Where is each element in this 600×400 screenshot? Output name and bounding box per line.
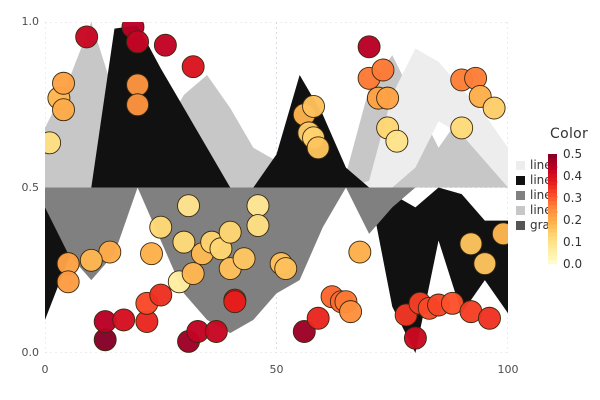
x-tick-label: 50 — [269, 363, 284, 376]
scatter-point — [45, 131, 62, 155]
colorbar-band — [548, 154, 557, 159]
scatter-point — [491, 222, 508, 246]
plot-area — [45, 22, 508, 353]
colorbar-band — [548, 240, 557, 245]
scatter-point — [52, 98, 75, 122]
colorbar-band — [548, 248, 557, 253]
scatter-point — [357, 35, 381, 59]
scatter-point — [223, 290, 247, 314]
colorbar-band — [548, 173, 557, 179]
legend-swatch-icon — [516, 191, 525, 200]
scatter-point — [459, 232, 483, 256]
scatter-point — [385, 129, 409, 153]
legend-swatch-icon — [516, 206, 525, 215]
colorbar-band — [548, 205, 557, 210]
y-tick-label: 0.5 — [21, 180, 40, 194]
scatter-point — [172, 230, 196, 254]
colorbar-tick-label: 0.4 — [563, 169, 583, 183]
area-band-lines-verylight — [45, 48, 508, 188]
scatter-point — [140, 242, 163, 266]
colorbar-band — [548, 236, 557, 242]
colorbar-band — [548, 193, 557, 198]
scatter-point — [177, 194, 200, 218]
scatter-point — [112, 308, 136, 332]
scatter-point — [52, 71, 75, 95]
colorbar-band — [548, 181, 557, 187]
colorbar-band — [548, 228, 557, 234]
x-tick-label: 100 — [497, 363, 519, 376]
colorbar-band — [548, 216, 557, 222]
colorbar-band — [548, 201, 557, 206]
scatter-point — [181, 55, 205, 79]
colorbar-band — [548, 260, 557, 264]
colorbar-band — [548, 169, 557, 175]
area-band-lines-black — [45, 25, 508, 188]
legend-title: Color — [550, 126, 589, 142]
colorbar-band — [548, 197, 557, 202]
colorbar-band — [548, 224, 557, 230]
scatter-point — [149, 215, 173, 239]
scatter-point — [218, 220, 242, 244]
colorbar: 0.5 0.4 0.3 0.2 0.1 0.0 — [548, 147, 600, 274]
colorbar-band — [548, 252, 557, 257]
scatter-point — [306, 306, 330, 330]
scatter-point — [126, 30, 150, 54]
colorbar-band — [548, 212, 557, 218]
scatter-point — [482, 96, 506, 120]
colorbar-band — [548, 256, 557, 261]
scatter-point — [246, 214, 270, 238]
scatter-point — [403, 326, 427, 350]
legend-swatch-icon — [516, 161, 525, 170]
colorbar-gradient — [548, 154, 557, 264]
scatter-point — [153, 33, 177, 57]
colorbar-tick-label: 0.3 — [563, 191, 583, 205]
colorbar-band — [548, 165, 557, 171]
colorbar-tick-label: 0.0 — [563, 257, 583, 271]
scatter-point — [246, 194, 270, 218]
colorbar-tick-label: 0.2 — [563, 213, 583, 227]
scatter-point — [149, 283, 173, 307]
scatter-point — [306, 136, 330, 160]
scatter-point — [450, 116, 474, 140]
scatter-point — [348, 240, 372, 264]
scatter-point — [376, 86, 400, 110]
scatter-point — [181, 262, 205, 286]
scatter-point — [478, 306, 501, 330]
colorbar-band — [548, 189, 557, 194]
scatter-point — [79, 248, 103, 272]
colorbar-band — [548, 177, 557, 183]
colorbar-band — [548, 209, 557, 214]
scatter-point — [126, 73, 150, 97]
scatter-point — [302, 94, 325, 118]
scatter-point — [371, 58, 395, 82]
y-tick-label: 0.0 — [21, 346, 40, 359]
scatter-point — [56, 270, 80, 294]
x-tick-label: 0 — [41, 363, 49, 376]
plot-series — [45, 22, 508, 353]
colorbar-band — [548, 232, 557, 238]
y-tick-label: 1.0 — [21, 15, 40, 28]
colorbar-tick-label: 0.1 — [563, 235, 583, 249]
scatter-point — [232, 247, 256, 271]
colorbar-band — [548, 220, 557, 226]
colorbar-band — [548, 244, 557, 249]
colorbar-tick-label: 0.5 — [563, 147, 583, 161]
colorbar-band — [548, 157, 557, 163]
scatter-point — [204, 320, 228, 343]
legend-swatch-icon — [516, 176, 525, 185]
scatter-point — [473, 252, 497, 276]
legend-swatch-icon — [516, 221, 525, 230]
scatter-point — [75, 25, 99, 49]
scatter-point — [126, 93, 150, 117]
colorbar-band — [548, 185, 557, 190]
colorbar-band — [548, 161, 557, 167]
scatter-point — [274, 257, 298, 281]
scatter-point — [339, 300, 363, 324]
